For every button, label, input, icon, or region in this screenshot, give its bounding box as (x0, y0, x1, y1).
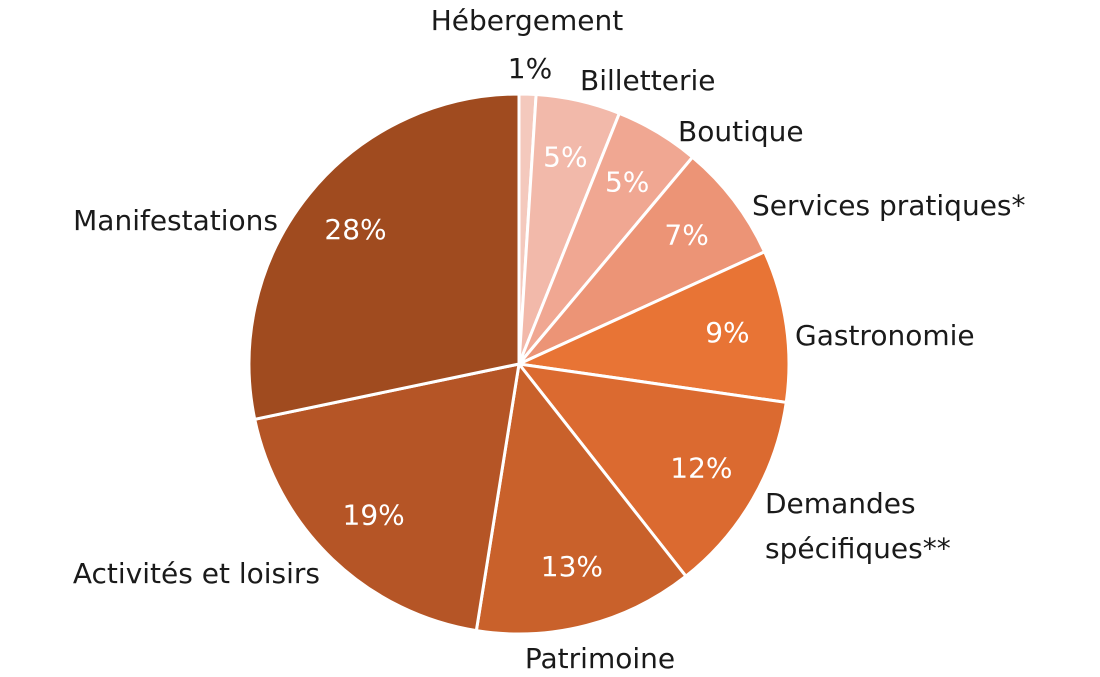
category-label: Manifestations (73, 204, 278, 237)
pie-slice (247, 92, 521, 422)
value-label: 9% (705, 316, 749, 349)
pie-slice (517, 155, 767, 366)
category-label: Activités et loisirs (73, 557, 320, 590)
category-label: Boutique (678, 115, 804, 148)
value-label: 19% (343, 498, 405, 531)
pie-slice (252, 362, 521, 633)
category-label: Gastronomie (795, 319, 975, 352)
category-label: Services pratiques* (752, 189, 1026, 222)
label-line: spécifiques** (765, 532, 951, 565)
value-label: 5% (543, 141, 587, 174)
category-label: Demandes spécifiques** (765, 487, 951, 565)
label-line: Demandes (765, 487, 916, 520)
value-label: 28% (324, 213, 386, 246)
value-label: 13% (541, 550, 603, 583)
value-label: 1% (508, 52, 552, 85)
category-label: Hébergement (431, 4, 624, 37)
value-label: 7% (664, 218, 708, 251)
pie-slice (513, 249, 791, 405)
pie-slice (474, 360, 689, 636)
pie-slice (515, 361, 788, 579)
value-label: 5% (605, 165, 649, 198)
category-label: Patrimoine (525, 642, 675, 675)
category-label: Billetterie (580, 64, 715, 97)
value-label: 12% (670, 451, 732, 484)
